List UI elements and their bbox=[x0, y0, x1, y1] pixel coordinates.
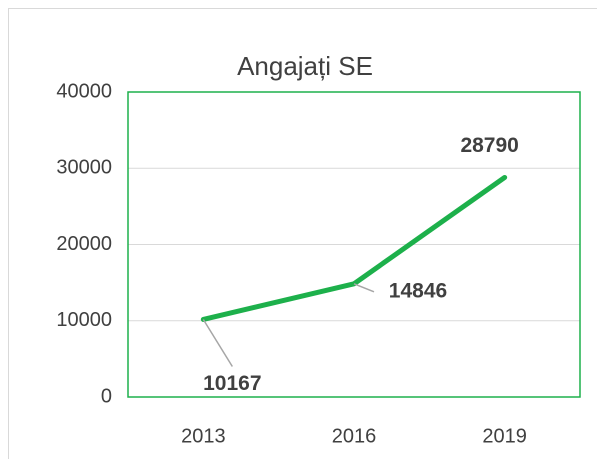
y-tick-label: 30000 bbox=[56, 157, 112, 179]
y-tick-label: 0 bbox=[101, 385, 112, 407]
leader-line bbox=[202, 319, 233, 367]
data-label: 28790 bbox=[460, 134, 518, 157]
x-tick-label: 2019 bbox=[482, 425, 527, 447]
y-tick-label: 40000 bbox=[56, 80, 112, 102]
chart-title: Angajați SE bbox=[237, 51, 373, 81]
y-tick-label: 10000 bbox=[56, 309, 112, 331]
data-line bbox=[200, 174, 508, 322]
plot-border bbox=[127, 91, 581, 398]
data-label: 10167 bbox=[203, 372, 261, 395]
x-tick-label: 2016 bbox=[332, 425, 377, 447]
x-tick-label: 2013 bbox=[181, 425, 226, 447]
y-tick-label: 20000 bbox=[56, 233, 112, 255]
chart-frame bbox=[8, 8, 597, 459]
data-label: 14846 bbox=[389, 279, 447, 302]
leader-line bbox=[353, 283, 375, 293]
